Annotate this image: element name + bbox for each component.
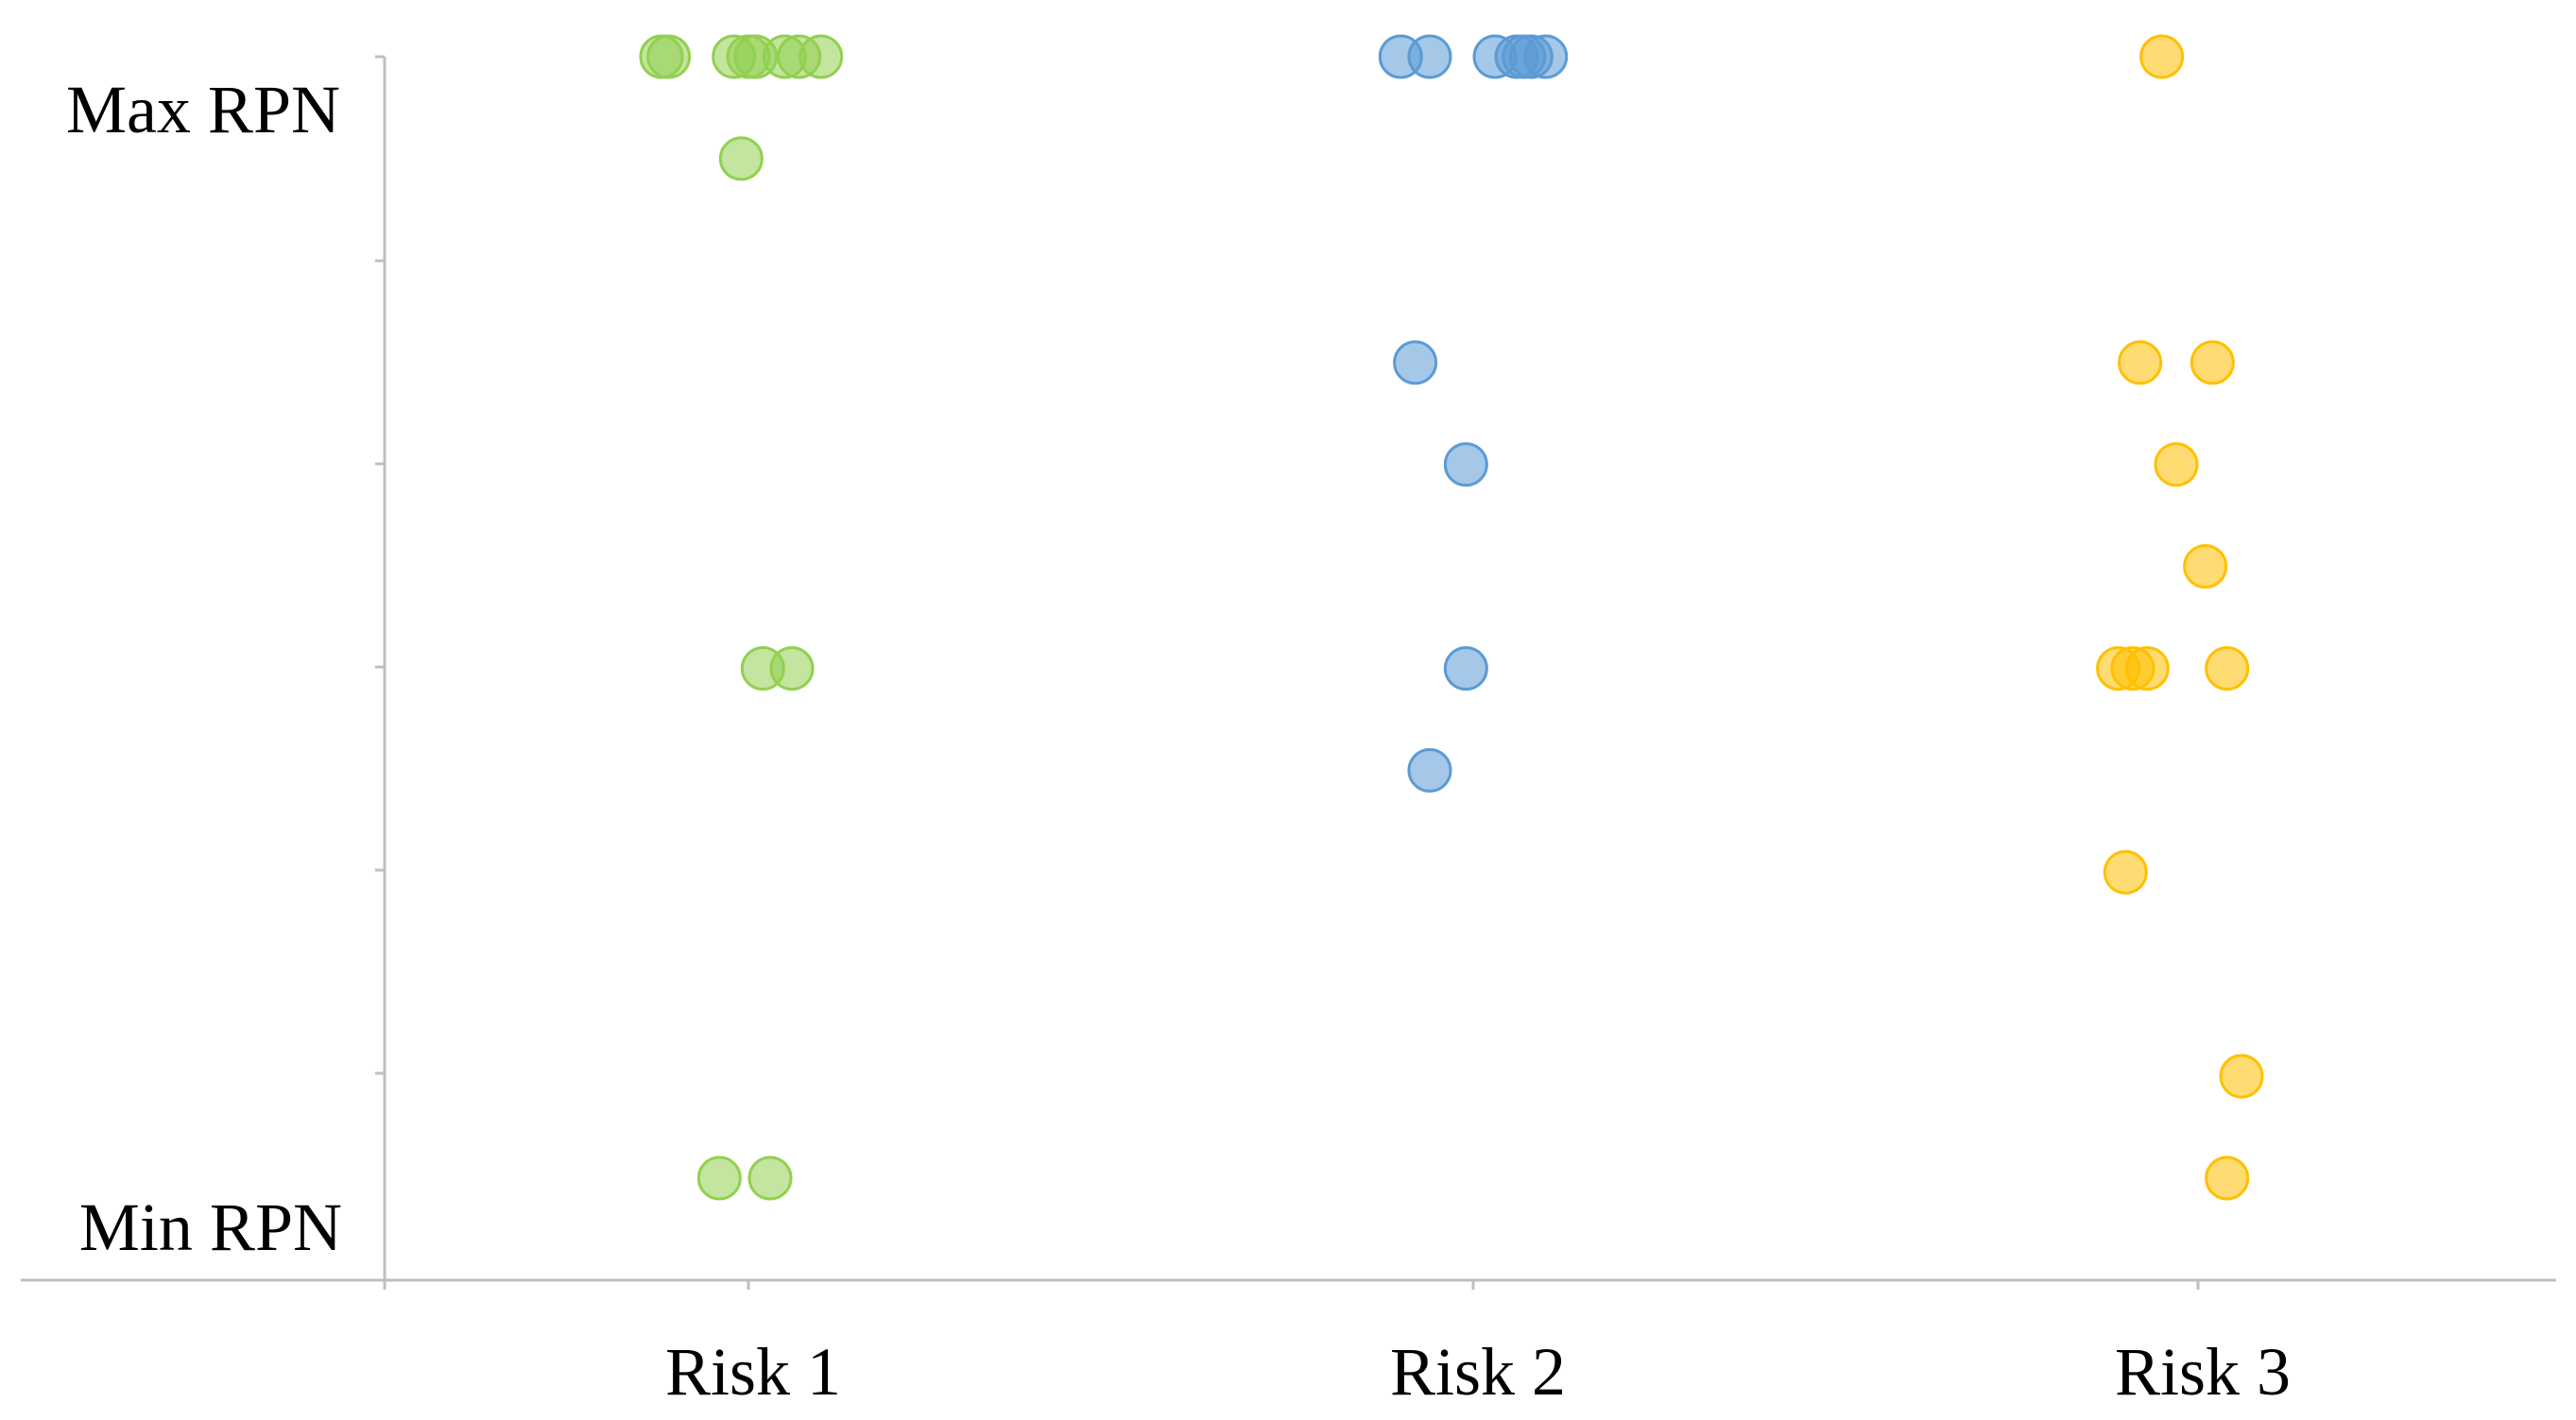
- data-point: [1443, 645, 1488, 691]
- y-tick-labels: Max RPN Min RPN: [66, 72, 342, 1265]
- data-point: [646, 34, 692, 79]
- x-tick-labels: Risk 1 Risk 2 Risk 3: [665, 1334, 2291, 1410]
- data-point: [1443, 442, 1488, 488]
- x-ticks: [383, 1280, 2200, 1290]
- data-point: [2139, 34, 2185, 79]
- data-point: [747, 1155, 793, 1201]
- data-point: [2118, 340, 2163, 385]
- data-point: [2205, 1155, 2250, 1201]
- data-point: [2190, 340, 2235, 385]
- data-point: [1523, 34, 1569, 79]
- data-point: [769, 645, 815, 691]
- data-point: [1407, 34, 1452, 79]
- x-tick-label: Risk 3: [2115, 1334, 2291, 1410]
- data-points: [639, 34, 2264, 1201]
- y-tick-label-max: Max RPN: [66, 72, 340, 147]
- data-point: [718, 136, 764, 181]
- data-point: [1393, 340, 1438, 385]
- y-ticks: [375, 55, 385, 1075]
- x-tick-label: Risk 2: [1390, 1334, 1566, 1410]
- data-point: [2103, 849, 2148, 895]
- data-point: [2154, 442, 2199, 488]
- axes: [21, 55, 2556, 1290]
- data-point: [2219, 1053, 2264, 1099]
- data-point: [2183, 544, 2228, 590]
- data-point: [696, 1155, 742, 1201]
- data-point: [799, 34, 844, 79]
- x-tick-label: Risk 1: [665, 1334, 841, 1410]
- data-point: [2124, 645, 2170, 691]
- data-point: [1407, 747, 1452, 793]
- data-point: [2205, 645, 2250, 691]
- y-tick-label-min: Min RPN: [79, 1189, 342, 1265]
